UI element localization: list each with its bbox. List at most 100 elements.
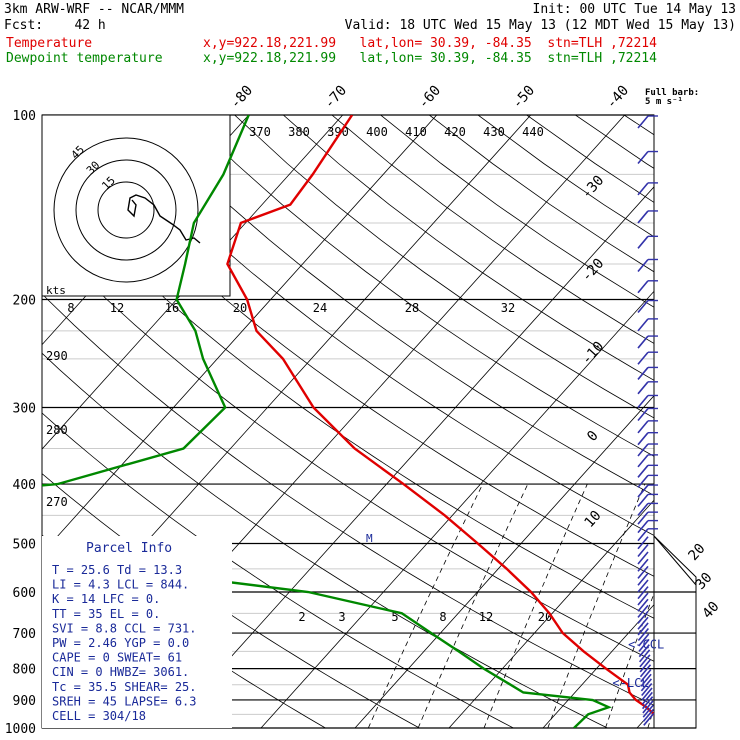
theta-label: 440 <box>522 125 544 139</box>
dry-adiabat <box>526 115 654 203</box>
mixing-ratio-label: 24 <box>313 301 327 315</box>
wind-barb <box>640 673 652 687</box>
wind-barb <box>637 551 649 565</box>
pressure-label: 900 <box>13 694 36 709</box>
parcel-level-label: <-LCL <box>612 676 648 690</box>
mixing-ratio-label: 12 <box>479 610 493 624</box>
dry-adiabat <box>673 115 740 728</box>
wind-barb <box>638 633 650 647</box>
wind-barb <box>637 536 649 550</box>
mixing-ratio-label: 16 <box>165 301 179 315</box>
wind-barb <box>637 335 649 349</box>
isotherm <box>731 115 740 728</box>
hodograph-ring <box>53 137 199 283</box>
wind-barb <box>637 464 649 478</box>
dewpoint-location: x,y=922.18,221.99 lat,lon= 30.39, -84.35… <box>203 51 657 66</box>
wind-barb <box>637 394 649 408</box>
isotherm-label: 20 <box>685 541 708 564</box>
wind-panel-border <box>653 535 697 729</box>
pressure-label: 700 <box>13 627 36 642</box>
wind-barb <box>639 664 652 678</box>
isotherm <box>42 115 343 450</box>
wind-barb <box>637 182 649 196</box>
hodograph-unit: kts <box>46 284 66 297</box>
isotherm-label: -70 <box>321 83 350 113</box>
pressure-label: 400 <box>13 478 36 493</box>
barb-legend-line: Full barb: <box>645 88 699 98</box>
pressure-label: 100 <box>13 109 36 124</box>
wind-barb <box>637 210 649 224</box>
isotherm-label: -40 <box>603 83 632 113</box>
dry-adiabat-label: 270 <box>46 495 68 509</box>
dry-adiabat <box>722 115 740 728</box>
mixing-ratio-label: 12 <box>110 301 124 315</box>
theta-label: 430 <box>483 125 505 139</box>
isotherm-label: 10 <box>581 508 604 531</box>
dry-adiabat <box>283 115 654 381</box>
wind-barb <box>637 474 649 488</box>
dry-adiabat <box>42 352 608 728</box>
wind-barb <box>637 502 649 516</box>
wind-barb <box>637 115 649 129</box>
pressure-label: 300 <box>13 401 36 416</box>
hodograph-ring <box>97 181 155 239</box>
parcel-level-label: <-CCL <box>628 638 664 652</box>
pressure-label: 1000 <box>5 722 36 737</box>
wind-barb <box>637 579 649 593</box>
init-time: Init: 00 UTC Tue 14 May 13 <box>532 2 737 17</box>
isotherm <box>448 499 654 728</box>
wind-barb-column <box>637 115 658 726</box>
parcel-index-row: LI = 4.3 LCL = 844. <box>52 578 189 592</box>
pressure-label: 200 <box>13 294 36 309</box>
temperature-location: x,y=922.18,221.99 lat,lon= 30.39, -84.35… <box>203 36 657 51</box>
freezing-level-marker: M <box>366 532 373 545</box>
parcel-index-row: Tc = 35.5 SHEAR= 25. <box>52 680 197 694</box>
pressure-label: 600 <box>13 586 36 601</box>
wind-barb <box>637 572 649 586</box>
hodograph-trace <box>127 194 201 244</box>
wind-barb <box>637 351 649 365</box>
theta-label: 380 <box>288 125 310 139</box>
mixing-ratio-label: 32 <box>501 301 515 315</box>
wind-barb <box>637 484 649 498</box>
mixing-ratio-line <box>417 483 529 728</box>
wind-barb <box>638 644 650 658</box>
parcel-index-row: T = 25.6 Td = 13.3 <box>52 563 182 577</box>
mixing-ratio-label: 2 <box>298 610 305 624</box>
wind-barb <box>639 654 651 668</box>
dry-adiabat <box>429 115 654 273</box>
theta-label: 370 <box>249 125 271 139</box>
dry-adiabat <box>234 115 654 419</box>
wind-barb <box>641 682 653 696</box>
mixing-ratio-line <box>733 484 740 728</box>
parcel-index-row: SREH = 45 LAPSE= 6.3 <box>52 694 197 708</box>
wind-barb <box>637 586 649 600</box>
wind-barb <box>637 604 649 618</box>
isotherm-label: 0 <box>584 428 602 445</box>
isotherm-label: 40 <box>699 599 722 622</box>
model-title: 3km ARW-WRF -- NCAR/MMM <box>4 2 185 17</box>
dry-adiabat <box>42 293 654 706</box>
wind-barb <box>637 511 649 525</box>
dry-adiabat-label: 290 <box>46 349 68 363</box>
valid-time: Valid: 18 UTC Wed 15 May 13 (12 MDT Wed … <box>344 18 736 33</box>
temperature-legend: Temperature <box>6 36 93 51</box>
mixing-ratio-label: 20 <box>538 610 552 624</box>
wind-barb <box>637 432 649 446</box>
wind-barb <box>640 678 653 692</box>
wind-barb <box>637 558 649 572</box>
parcel-index-row: PW = 2.46 YGP = 0.0 <box>52 636 189 650</box>
wind-barb <box>639 659 651 673</box>
isotherm <box>260 290 654 728</box>
wind-barb <box>637 366 649 380</box>
wind-barb <box>637 381 649 395</box>
dry-adiabat <box>42 412 514 728</box>
wind-barb <box>637 300 649 314</box>
dewpoint-legend: Dewpoint temperature <box>6 51 163 66</box>
parcel-index-row: SVI = 8.8 CCL = 731. <box>52 621 197 635</box>
parcel-index-row: CAPE = 0 SWEAT= 61 <box>52 651 182 665</box>
dry-adiabat <box>42 175 654 619</box>
wind-barb <box>637 493 649 507</box>
